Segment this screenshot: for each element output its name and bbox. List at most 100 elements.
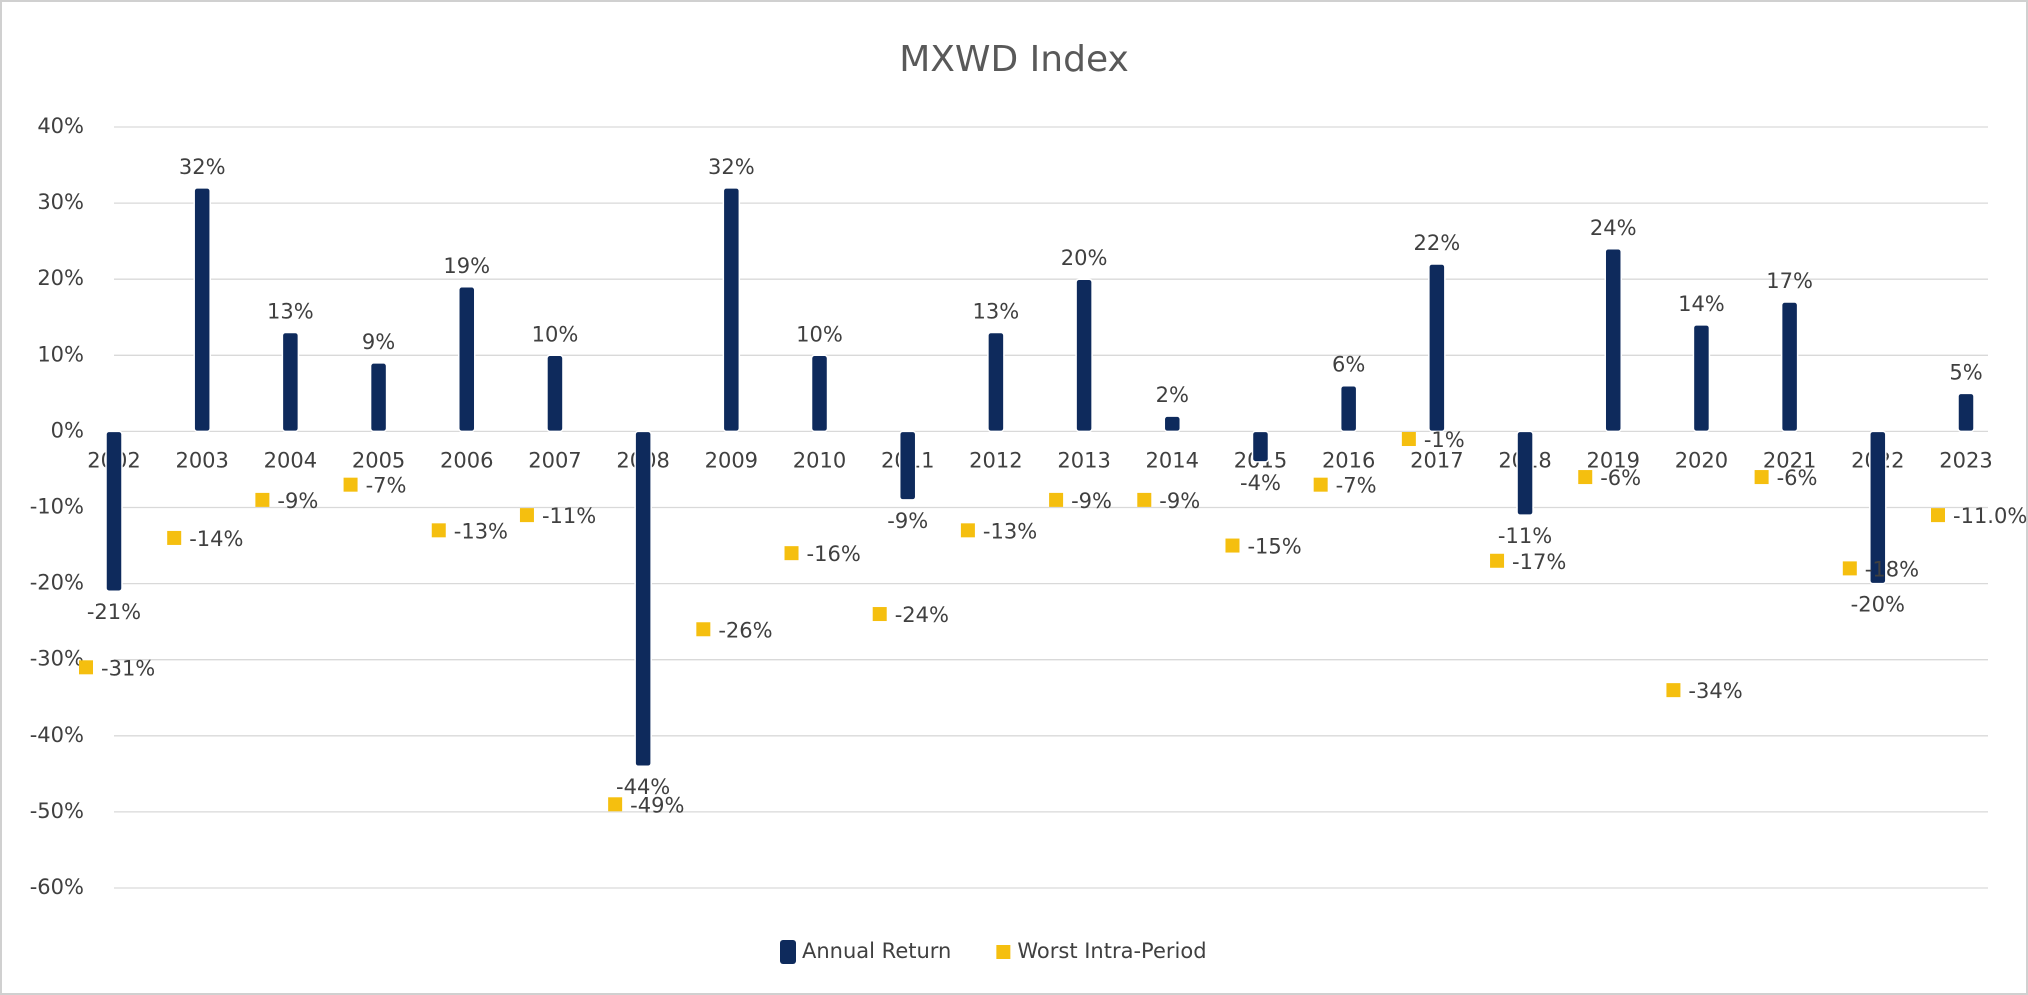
marker: [1754, 470, 1769, 485]
marker: [343, 477, 358, 492]
data-label: -1%: [1424, 428, 1465, 452]
data-label: -6%: [1600, 466, 1641, 490]
data-label: 32%: [179, 155, 226, 179]
marker: [1490, 553, 1505, 568]
chart-title: MXWD Index: [899, 39, 1129, 80]
x-tick-label: 2009: [705, 448, 758, 472]
y-tick-label: 40%: [37, 114, 84, 138]
bar: [1163, 415, 1182, 433]
data-label: -9%: [1159, 489, 1200, 513]
data-label: -31%: [101, 656, 155, 680]
bar: [1428, 263, 1446, 433]
bar: [281, 331, 300, 433]
marker: [1225, 538, 1240, 553]
x-tick-label: 2020: [1675, 448, 1728, 472]
x-tick-label: 2012: [969, 448, 1022, 472]
y-tick-label: 20%: [37, 266, 84, 290]
data-label: 9%: [362, 330, 395, 354]
data-label: -34%: [1688, 679, 1742, 703]
data-label: -11%: [1498, 524, 1552, 548]
data-label: -13%: [983, 519, 1037, 543]
x-tick-label: 2019: [1587, 448, 1640, 472]
data-label: -9%: [1071, 489, 1112, 513]
legend-label: Annual Return: [802, 939, 951, 963]
data-label: -14%: [189, 527, 243, 551]
data-label: 13%: [267, 299, 314, 323]
x-tick-label: 2016: [1322, 448, 1375, 472]
y-tick-label: -30%: [30, 647, 84, 671]
x-tick-label: 2004: [264, 448, 317, 472]
y-tick-label: -10%: [30, 495, 84, 519]
x-tick-label: 2021: [1763, 448, 1816, 472]
bar: [898, 430, 917, 501]
data-label: -11%: [542, 504, 596, 528]
data-label: -16%: [807, 542, 861, 566]
data-label: -17%: [1512, 550, 1566, 574]
marker: [960, 523, 975, 538]
legend-swatch: [996, 945, 1011, 959]
bar: [1869, 430, 1887, 585]
y-tick-label: 10%: [37, 342, 84, 366]
data-label: 10%: [532, 322, 579, 346]
bar: [1957, 392, 1975, 433]
data-label: -7%: [1336, 474, 1377, 498]
bar: [1339, 384, 1358, 433]
data-label: -9%: [887, 509, 928, 533]
marker: [696, 622, 711, 637]
x-tick-label: 2006: [440, 448, 493, 472]
data-label: -9%: [277, 489, 318, 513]
marker: [1578, 470, 1593, 485]
data-label: 6%: [1332, 353, 1365, 377]
data-label: -4%: [1240, 471, 1281, 495]
bar: [634, 430, 652, 767]
data-label: -21%: [87, 600, 141, 624]
bar: [369, 362, 388, 433]
data-label: 13%: [973, 299, 1020, 323]
marker: [1313, 477, 1328, 492]
marker: [608, 797, 623, 812]
bar: [987, 331, 1005, 433]
marker: [1049, 492, 1064, 507]
x-tick-label: 2014: [1146, 448, 1199, 472]
data-label: -11.0%: [1953, 504, 2027, 528]
bar: [458, 286, 476, 433]
y-tick-label: -60%: [30, 875, 84, 899]
marker: [167, 530, 182, 545]
data-label: 5%: [1949, 360, 1982, 384]
x-tick-label: 2010: [793, 448, 846, 472]
data-label: 10%: [796, 322, 843, 346]
marker: [1401, 432, 1416, 447]
data-label: 22%: [1414, 231, 1461, 255]
y-tick-label: -50%: [30, 799, 84, 823]
data-label: -20%: [1851, 593, 1905, 617]
bar: [1075, 278, 1093, 433]
marker: [1137, 492, 1152, 507]
bar: [1251, 430, 1270, 463]
marker: [255, 492, 270, 507]
x-tick-label: 2007: [528, 448, 581, 472]
bar: [1780, 301, 1799, 433]
marker: [1666, 683, 1681, 698]
x-tick-label: 2005: [352, 448, 405, 472]
data-label: 32%: [708, 155, 755, 179]
data-label: -13%: [454, 519, 508, 543]
x-tick-label: 2013: [1057, 448, 1110, 472]
legend-swatch: [780, 940, 796, 964]
x-tick-label: 2017: [1410, 448, 1463, 472]
legend-label: Worst Intra-Period: [1017, 939, 1206, 963]
data-label: 14%: [1678, 292, 1725, 316]
data-label: -24%: [895, 603, 949, 627]
bar: [722, 187, 741, 433]
x-tick-label: 2003: [175, 448, 228, 472]
marker: [1842, 561, 1857, 576]
data-label: 19%: [443, 254, 490, 278]
data-label: 20%: [1061, 246, 1108, 270]
bar: [193, 187, 211, 433]
bar: [1604, 248, 1622, 433]
marker: [872, 607, 887, 622]
data-label: 24%: [1590, 216, 1637, 240]
bar: [546, 354, 564, 433]
x-tick-label: 2023: [1939, 448, 1992, 472]
